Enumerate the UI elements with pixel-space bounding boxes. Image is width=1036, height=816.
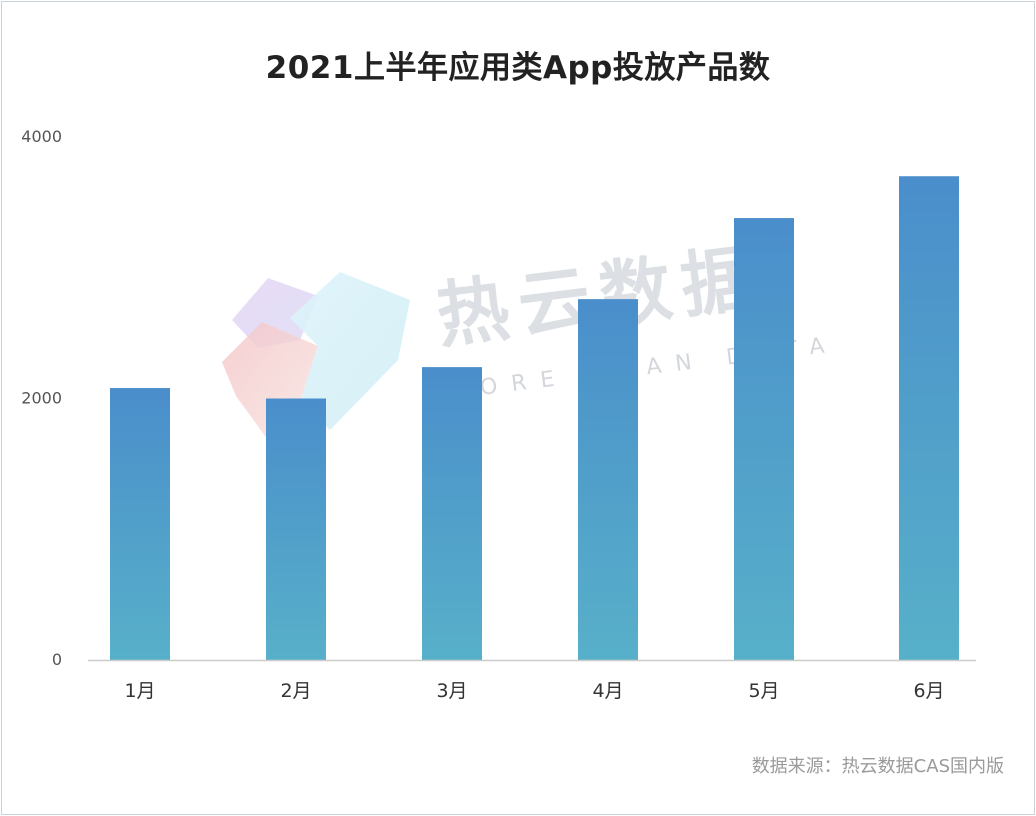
x-tick-label: 6月 — [913, 680, 944, 702]
source-note: 数据来源：热云数据CAS国内版 — [751, 756, 1004, 777]
y-tick-label: 4000 — [21, 127, 62, 146]
x-tick-label: 3月 — [436, 680, 467, 702]
chart-title: 2021上半年应用类App投放产品数 — [265, 50, 771, 86]
bar-3 — [422, 367, 482, 660]
bar-1 — [110, 388, 170, 660]
bar-2 — [266, 398, 326, 660]
bar-4 — [578, 299, 638, 660]
x-tick-label: 4月 — [592, 680, 623, 702]
bar-5 — [734, 218, 794, 660]
x-tick-label: 2月 — [280, 680, 311, 702]
y-tick-label: 2000 — [21, 389, 62, 408]
bar-6 — [899, 176, 959, 660]
x-tick-label: 5月 — [748, 680, 779, 702]
x-tick-label: 1月 — [124, 680, 155, 702]
y-tick-label: 0 — [52, 650, 62, 669]
